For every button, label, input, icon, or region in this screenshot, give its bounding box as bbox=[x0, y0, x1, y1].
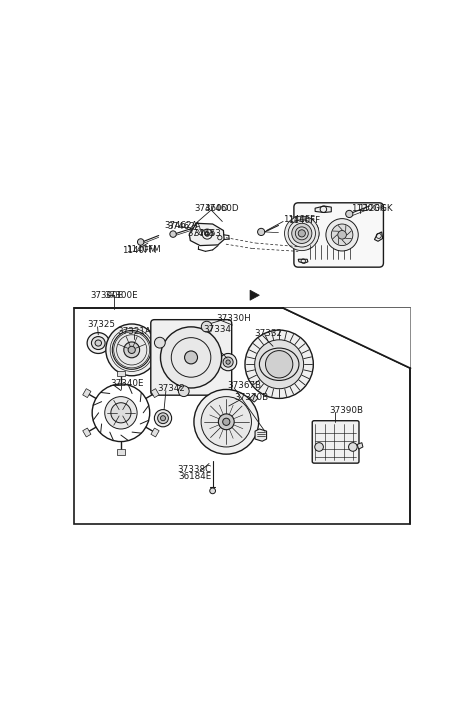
Circle shape bbox=[111, 403, 131, 423]
Text: 37460D: 37460D bbox=[194, 204, 228, 213]
Polygon shape bbox=[82, 428, 91, 437]
Circle shape bbox=[157, 413, 168, 424]
Polygon shape bbox=[82, 389, 91, 398]
Circle shape bbox=[105, 397, 137, 429]
Circle shape bbox=[254, 340, 303, 389]
Polygon shape bbox=[150, 428, 159, 437]
Circle shape bbox=[194, 390, 258, 454]
Text: 37325: 37325 bbox=[88, 320, 115, 329]
Circle shape bbox=[325, 219, 357, 251]
Text: 37338C: 37338C bbox=[177, 465, 211, 474]
Text: 37300E: 37300E bbox=[90, 291, 123, 300]
Text: 1120GK: 1120GK bbox=[350, 204, 385, 213]
Circle shape bbox=[205, 232, 209, 236]
Circle shape bbox=[184, 351, 197, 364]
Circle shape bbox=[169, 231, 176, 237]
Circle shape bbox=[223, 357, 232, 367]
Circle shape bbox=[337, 230, 346, 239]
Text: 37334: 37334 bbox=[203, 325, 231, 334]
Text: 37462A: 37462A bbox=[167, 222, 201, 230]
Circle shape bbox=[225, 360, 230, 364]
Polygon shape bbox=[189, 223, 224, 246]
Polygon shape bbox=[117, 449, 124, 455]
Polygon shape bbox=[117, 371, 124, 376]
Text: 1140FM: 1140FM bbox=[122, 246, 156, 254]
Circle shape bbox=[291, 223, 311, 244]
Text: 37332: 37332 bbox=[253, 329, 282, 338]
Circle shape bbox=[178, 386, 189, 396]
Text: 1140FF: 1140FF bbox=[282, 215, 314, 224]
Circle shape bbox=[154, 337, 165, 348]
Text: 37300E: 37300E bbox=[105, 291, 138, 300]
Circle shape bbox=[137, 238, 144, 245]
Circle shape bbox=[209, 488, 215, 494]
Circle shape bbox=[160, 327, 221, 388]
Polygon shape bbox=[357, 443, 362, 449]
Text: 1140FF: 1140FF bbox=[288, 216, 319, 225]
Text: 37390B: 37390B bbox=[329, 406, 363, 415]
Circle shape bbox=[244, 330, 313, 398]
Circle shape bbox=[200, 397, 251, 447]
Ellipse shape bbox=[91, 337, 105, 350]
Text: 37463: 37463 bbox=[193, 229, 220, 238]
Polygon shape bbox=[314, 206, 331, 212]
Text: 37321A: 37321A bbox=[117, 327, 151, 337]
Circle shape bbox=[128, 346, 135, 353]
FancyBboxPatch shape bbox=[150, 320, 231, 395]
Circle shape bbox=[112, 331, 151, 369]
Polygon shape bbox=[250, 290, 259, 300]
Text: 37370B: 37370B bbox=[234, 393, 268, 402]
Polygon shape bbox=[249, 394, 257, 402]
Circle shape bbox=[160, 416, 165, 421]
Circle shape bbox=[222, 418, 229, 425]
Bar bbox=[74, 308, 410, 523]
Text: 36184E: 36184E bbox=[178, 472, 211, 481]
Text: 37330H: 37330H bbox=[216, 314, 250, 323]
Circle shape bbox=[331, 224, 352, 246]
Circle shape bbox=[257, 228, 264, 236]
FancyBboxPatch shape bbox=[293, 203, 382, 267]
Text: 1140FM: 1140FM bbox=[126, 246, 161, 254]
Ellipse shape bbox=[87, 333, 109, 353]
Circle shape bbox=[201, 321, 212, 332]
Text: 1120GK: 1120GK bbox=[357, 204, 392, 213]
Polygon shape bbox=[374, 232, 382, 241]
Circle shape bbox=[218, 414, 234, 430]
Circle shape bbox=[314, 443, 323, 451]
Circle shape bbox=[284, 216, 319, 251]
Text: 37460D: 37460D bbox=[204, 204, 238, 213]
Circle shape bbox=[124, 342, 139, 358]
Circle shape bbox=[265, 350, 292, 378]
Circle shape bbox=[154, 409, 171, 427]
Text: 37463: 37463 bbox=[187, 229, 214, 238]
Circle shape bbox=[106, 324, 157, 376]
Polygon shape bbox=[298, 260, 307, 263]
Polygon shape bbox=[255, 429, 266, 441]
Ellipse shape bbox=[95, 340, 101, 346]
Polygon shape bbox=[150, 389, 159, 398]
Text: 37367B: 37367B bbox=[226, 382, 261, 390]
Text: 37462A: 37462A bbox=[164, 221, 197, 230]
Circle shape bbox=[219, 353, 236, 371]
Text: 37340E: 37340E bbox=[110, 379, 144, 387]
Polygon shape bbox=[282, 308, 410, 368]
Text: 37342: 37342 bbox=[156, 384, 184, 393]
Circle shape bbox=[348, 443, 357, 451]
Circle shape bbox=[345, 210, 352, 217]
FancyBboxPatch shape bbox=[312, 421, 358, 463]
Circle shape bbox=[298, 230, 305, 237]
